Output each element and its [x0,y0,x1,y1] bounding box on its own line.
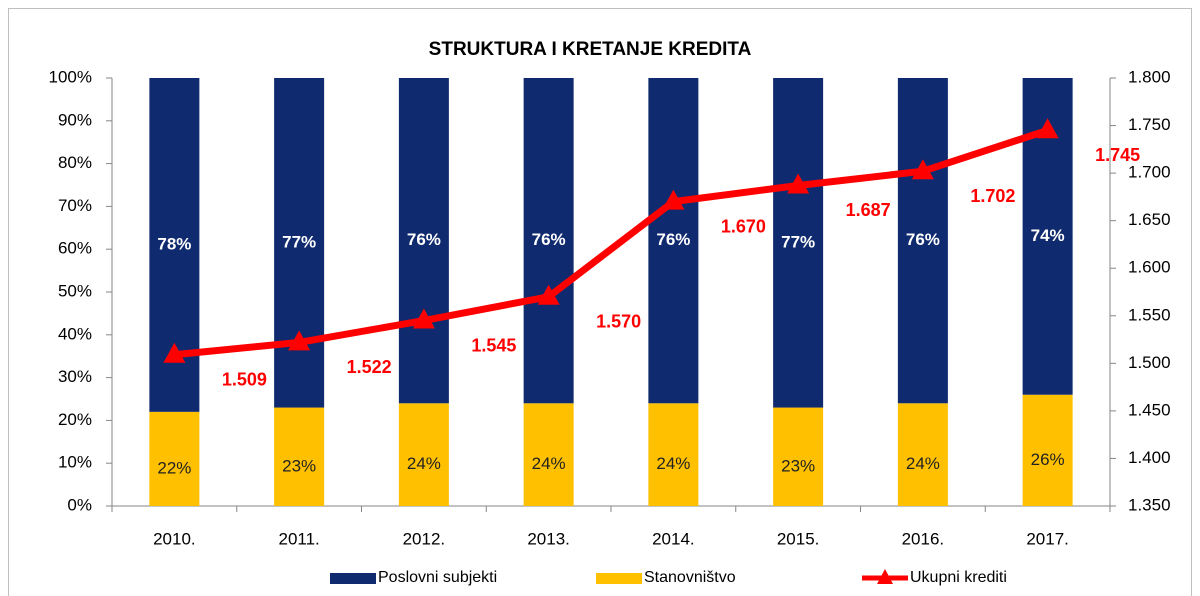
line-value-label: 1.702 [970,186,1015,206]
line-marker [537,284,560,305]
line-value-label: 1.522 [347,357,392,377]
line-value-label: 1.545 [471,335,516,355]
bar-value-label: 77% [282,232,316,251]
line-value-label: 1.687 [846,200,891,220]
x-tick-label: 2016. [902,529,945,548]
line-marker [911,159,934,180]
y-tick-label: 50% [58,281,92,300]
bar-value-label: 76% [532,230,566,249]
line-value-label: 1.509 [222,370,267,390]
y2-tick-label: 1.750 [1128,115,1171,134]
y-tick-label: 80% [58,153,92,172]
bar-segment [274,407,325,506]
legend-swatch [330,573,376,584]
bar-segment [773,78,824,408]
x-tick-label: 2014. [652,529,695,548]
line-marker [1036,118,1059,139]
x-tick-label: 2013. [527,529,570,548]
line-marker [412,308,435,329]
bar-segment [897,78,948,404]
y2-tick-label: 1.500 [1128,353,1171,372]
y2-tick-label: 1.400 [1128,448,1171,467]
bar-segment [773,407,824,506]
legend-marker [877,569,893,584]
x-tick-label: 2011. [278,529,319,548]
y-tick-label: 20% [58,410,92,429]
bar-value-label: 78% [157,234,191,253]
bar-segment [398,403,449,506]
line-marker [662,189,685,210]
bar-value-label: 22% [157,458,191,477]
bar-value-label: 23% [282,456,316,475]
bar-value-label: 76% [906,230,940,249]
y-tick-label: 90% [58,110,92,129]
bar-segment [897,403,948,506]
line-value-label: 1.670 [721,216,766,236]
x-tick-label: 2015. [777,529,820,548]
bar-value-label: 24% [906,454,940,473]
bar-segment [648,403,699,506]
y-tick-label: 30% [58,367,92,386]
y-tick-label: 70% [58,196,92,215]
legend-label: Stanovništvo [644,569,736,586]
chart-frame [8,8,1192,596]
bar-value-label: 24% [532,454,566,473]
legend-label: Poslovni subjekti [378,569,497,586]
line-marker [163,342,186,363]
legend-label: Ukupni krediti [910,569,1007,586]
bar-segment [648,78,699,404]
y2-tick-label: 1.600 [1128,258,1171,277]
x-tick-label: 2012. [403,529,446,548]
y2-tick-label: 1.450 [1128,400,1171,419]
bar-value-label: 24% [656,454,690,473]
y-tick-label: 40% [58,324,92,343]
bar-segment [274,78,325,408]
line-value-label: 1.745 [1095,145,1140,165]
x-tick-label: 2010. [153,529,196,548]
bar-value-label: 74% [1031,226,1065,245]
y2-tick-label: 1.700 [1128,163,1171,182]
bar-segment [149,411,200,506]
bar-segment [523,403,574,506]
bar-segment [1022,394,1073,506]
bar-value-label: 77% [781,232,815,251]
bar-segment [523,78,574,404]
y2-tick-label: 1.550 [1128,305,1171,324]
legend-swatch [596,573,642,584]
bar-value-label: 26% [1031,450,1065,469]
bar-value-label: 24% [407,454,441,473]
y2-tick-label: 1.650 [1128,210,1171,229]
bar-segment [398,78,449,404]
y2-tick-label: 1.350 [1128,495,1171,514]
line-value-label: 1.570 [596,312,641,332]
chart-title: STRUKTURA I KRETANJE KREDITA [429,39,752,60]
line-series [174,126,1049,359]
bar-value-label: 76% [407,230,441,249]
line-marker [288,330,311,351]
y-tick-label: 100% [49,67,92,86]
y-tick-label: 10% [58,453,92,472]
y-tick-label: 60% [58,239,92,258]
line-marker [787,173,810,194]
x-tick-label: 2017. [1026,529,1069,548]
y-tick-label: 0% [67,495,92,514]
bar-value-label: 23% [781,456,815,475]
bar-value-label: 76% [656,230,690,249]
y2-tick-label: 1.800 [1128,67,1171,86]
